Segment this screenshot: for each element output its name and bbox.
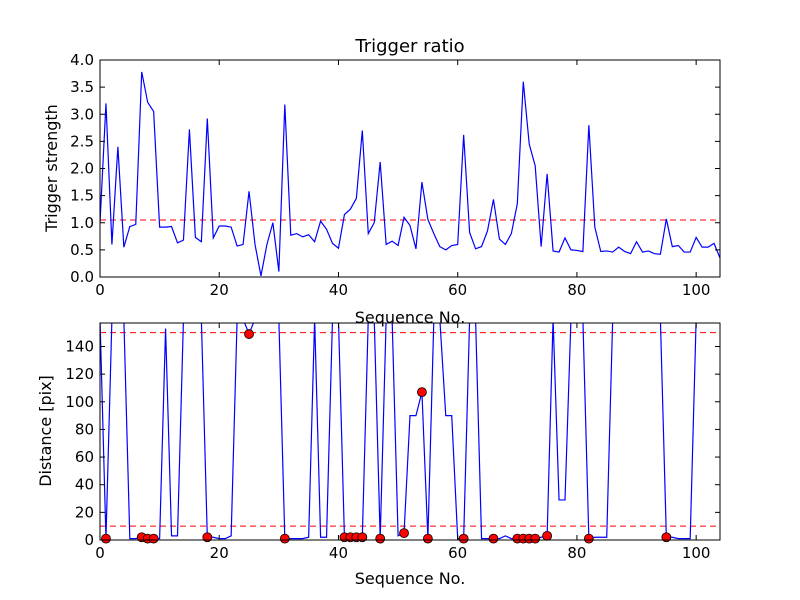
trigger-ratio-ticks: 0 20 40 60 80 100 0.0 0.5 1.0 1.5 2.0 2.5 3.0 3.5 4.0 (70, 51, 720, 299)
trigger-ratio-y-tick-label: 4.0 (70, 51, 94, 69)
trigger-ratio-y-axis-label: Trigger strength (42, 104, 61, 233)
distance-y-tick-label: 20 (75, 503, 94, 521)
trigger-ratio-y-tick-label: 2.0 (70, 160, 94, 178)
distance-marker-point (583, 533, 594, 544)
trigger-ratio-x-tick-label: 20 (210, 281, 229, 299)
distance-marker-point (458, 533, 469, 544)
distance-marker-point (244, 329, 254, 339)
distance-y-tick-label: 60 (75, 448, 94, 466)
distance-x-tick-label: 60 (448, 544, 467, 562)
distance-clipped-area (100, 323, 720, 540)
trigger-ratio-x-axis-label: Sequence No. (355, 308, 466, 327)
distance-y-tick-label: 0 (84, 531, 94, 549)
trigger-ratio-y-tick-label: 3.0 (70, 105, 94, 123)
trigger-ratio-y-tick-label: 0.5 (70, 241, 94, 259)
trigger-ratio-x-tick-label: 60 (448, 281, 467, 299)
distance-y-axis-label: Distance [pix] (36, 375, 55, 487)
distance-marker-point (202, 532, 213, 543)
distance-marker-point (661, 532, 672, 543)
distance-marker-point (530, 533, 541, 544)
distance-ticks: 0 20 40 60 80 100 0 20 40 60 80 100 120 140 (65, 323, 720, 562)
trigger-ratio-y-tick-label: 1.5 (70, 187, 94, 205)
distance-x-tick-label: 0 (95, 544, 105, 562)
trigger-ratio-panel: 0 20 40 60 80 1000.00.51.01.52.02.53.03.54.0 … (42, 36, 721, 327)
trigger-ratio-x-tick-label: 100 (682, 281, 711, 299)
distance-axes-frame (99, 322, 721, 541)
trigger-ratio-clipped-area (100, 71, 720, 277)
trigger-ratio-y-tick-label: 1.0 (70, 214, 94, 232)
distance-y-tick-label: 100 (65, 393, 94, 411)
trigger-ratio-y-tick-label: 0.0 (70, 268, 94, 286)
distance-plot-area (100, 323, 720, 544)
distance-y-tick-label: 40 (75, 476, 94, 494)
distance-y-tick-label: 140 (65, 337, 94, 355)
distance-marker-point (375, 533, 386, 544)
trigger-ratio-x-tick-label: 40 (329, 281, 348, 299)
distance-marker-point (542, 530, 553, 541)
distance-marker-point (148, 533, 159, 544)
distance-marker-point (417, 387, 427, 398)
trigger-ratio-x-tick-label: 80 (567, 281, 586, 299)
distance-x-tick-label: 80 (567, 544, 586, 562)
distance-y-tick-label: 120 (65, 365, 94, 383)
trigger-ratio-y-tick-label: 3.5 (70, 78, 94, 96)
distance-marker-point (279, 533, 290, 544)
trigger-ratio-axes-frame (99, 59, 721, 278)
distance-x-tick-label: 40 (329, 544, 348, 562)
trigger-ratio-x-tick-label: 0 (95, 281, 105, 299)
distance-panel: 0 20 40 60 80 100 0 20 40 60 80 100 120 140 Sequence … (36, 322, 721, 588)
trigger-ratio-series-line (100, 71, 720, 277)
distance-marker-point (357, 532, 368, 543)
distance-x-tick-label: 20 (210, 544, 229, 562)
distance-x-axis-label: Sequence No. (355, 569, 466, 588)
distance-marker-point (399, 528, 409, 538)
trigger-ratio-plot-area (100, 71, 720, 277)
distance-series-line (100, 323, 697, 540)
trigger-ratio-y-tick-label: 2.5 (70, 132, 94, 150)
distance-marker-point (488, 533, 499, 544)
trigger-ratio-title: Trigger ratio (354, 36, 464, 57)
distance-marker-point (101, 533, 111, 544)
distance-y-tick-label: 80 (75, 420, 94, 438)
distance-marker-point (422, 533, 433, 544)
distance-x-tick-label: 100 (682, 544, 711, 562)
